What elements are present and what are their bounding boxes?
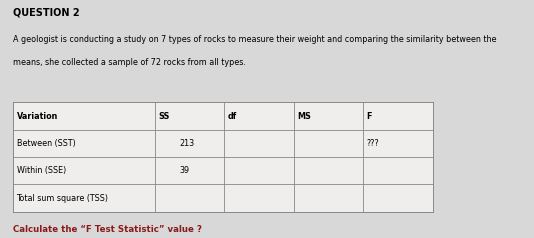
Text: A geologist is conducting a study on 7 types of rocks to measure their weight an: A geologist is conducting a study on 7 t… [13,35,497,44]
Text: Total sum square (TSS): Total sum square (TSS) [17,194,108,203]
Text: Within (SSE): Within (SSE) [17,166,66,175]
Text: 39: 39 [179,166,189,175]
Text: df: df [227,112,237,120]
Text: QUESTION 2: QUESTION 2 [13,7,80,17]
Text: Variation: Variation [17,112,58,120]
Text: MS: MS [297,112,311,120]
Text: F: F [366,112,372,120]
Text: ???: ??? [366,139,379,148]
Text: Calculate the “F Test Statistic” value ?: Calculate the “F Test Statistic” value ? [13,225,202,234]
Text: Between (SST): Between (SST) [17,139,75,148]
Text: SS: SS [158,112,169,120]
Text: 213: 213 [179,139,194,148]
Text: means, she collected a sample of 72 rocks from all types.: means, she collected a sample of 72 rock… [13,58,246,67]
